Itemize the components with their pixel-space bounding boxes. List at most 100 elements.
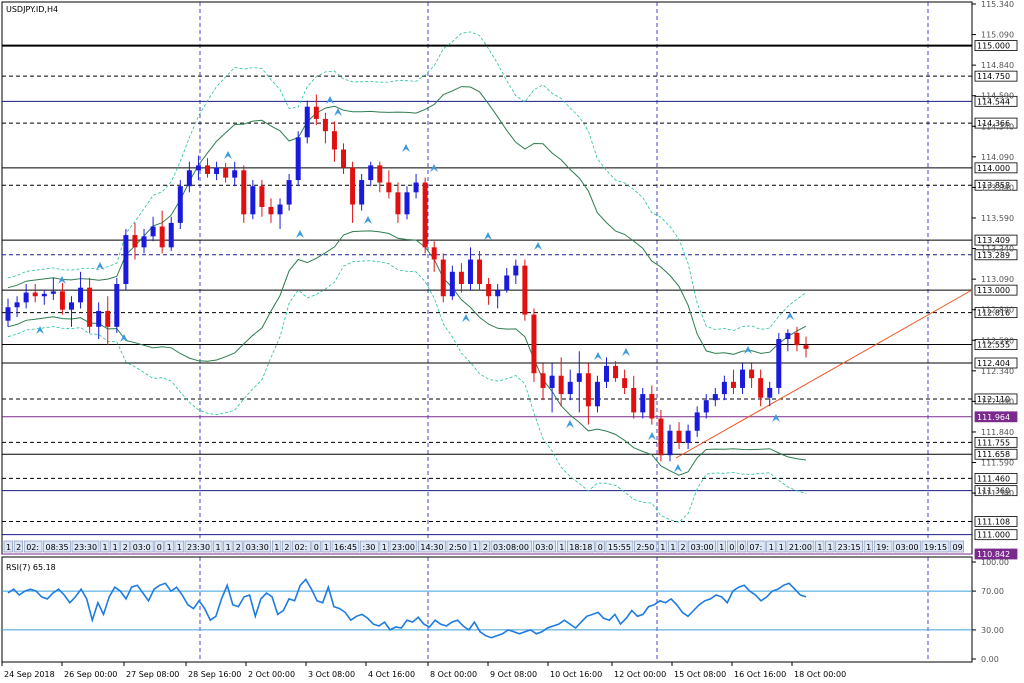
time-strip-cell [71,540,100,553]
candle-body [32,292,38,297]
time-strip-label: 03:0 [535,543,553,552]
candle-body [268,206,274,215]
candle-body [250,186,256,215]
level-tag [974,516,1018,527]
time-strip-label: 1 [660,543,665,552]
time-strip-label: 1 [382,543,387,552]
time-strip-cell [282,540,292,553]
time-strip-cell [120,540,130,553]
level-label: 114.544 [977,97,1010,106]
candle-body [41,293,47,297]
time-strip-label: 1 [769,543,774,552]
time-strip-label: 1 [274,543,279,552]
level-label: 112.816 [977,309,1010,318]
time-label: 3 Oct 08:00 [308,670,355,679]
candle-body [341,149,347,168]
candle-body [186,170,192,187]
fractal-arrow [36,326,44,334]
candle-body [730,381,736,388]
fractal-arrow [484,232,492,240]
candle-body [5,307,11,321]
time-strip-label: 1 [226,543,231,552]
time-label: 16 Oct 16:00 [734,670,786,679]
fractal-arrow [120,334,128,342]
price-tick-label: 112.090 [981,397,1014,406]
fractal-arrow [566,420,574,428]
candle-body [404,192,410,215]
level-tag [974,485,1018,497]
fractal-arrow [296,230,304,238]
time-strip-cell [668,540,678,553]
time-strip-cell [154,540,164,553]
level-tag [974,339,1018,350]
price-tick-label: 114.340 [981,122,1014,131]
level-label: 111.964 [977,413,1010,422]
level-tag [974,411,1018,423]
time-strip-label: 0 [739,543,744,552]
candle-body [277,204,283,215]
candle-body [785,332,791,340]
level-label: 114.000 [977,164,1010,173]
rsi-tick-label: 30.00 [981,626,1004,635]
time-strip-label: 08:35 [46,543,69,552]
time-strip-cell [835,540,863,553]
trend-line [675,289,973,459]
time-strip-label: 03:30 [246,543,269,552]
horizontal-levels [2,44,972,555]
candle-body [631,387,637,413]
candle-body [14,302,20,308]
time-strip-cell [921,540,950,553]
time-strip-label: 09 [953,543,963,552]
candle-body [749,369,755,379]
level-label: 111.000 [977,531,1010,540]
time-strip-cell [13,540,24,553]
time-strip-cell [43,540,71,553]
candle-body [558,375,564,395]
level-label: 114.750 [977,72,1010,81]
time-strip-cell [766,540,776,553]
candle-body [195,165,201,171]
time-strip-cell [233,540,243,553]
time-axis: 24 Sep 2018 26 Sep 00:00 27 Sep 08:00 28 Se… [1,662,846,679]
price-tick-label: 113.090 [981,275,1014,284]
candle-body [59,291,65,310]
time-strip-label: 14:30 [420,543,443,552]
fractal-arrow [622,348,630,356]
time-strip-label: 0 [729,543,734,552]
time-strip-cell [786,540,815,553]
time-strip-label: 1 [779,543,784,552]
time-label: 18 Oct 00:00 [794,670,846,679]
time-strip-cell [470,540,480,553]
outer-lower-band [7,260,807,523]
time-label: 9 Oct 08:00 [490,670,537,679]
candle-body [658,418,664,456]
candle-body [132,235,138,248]
level-tag [974,234,1018,246]
rsi-tick-label: 100.00 [981,558,1009,567]
candle-body [794,332,800,346]
time-strip-cell [688,540,716,553]
candle-body [68,302,74,310]
candle-body [350,167,356,205]
time-strip-label: 02: [295,543,308,552]
time-strip-label: 1 [473,543,478,552]
bollinger-bands [7,31,807,523]
level-tag [974,117,1018,129]
level-label: 115.000 [977,42,1010,51]
candle-body [549,375,555,388]
candle-body [477,259,483,285]
time-strip-cell [490,540,533,553]
candle-body [649,394,655,419]
time-strip-label: 19: [876,543,889,552]
time-strip-cell [321,540,331,553]
time-label: 2 Oct 00:00 [248,670,295,679]
time-strip-label: 03:08:00 [493,543,529,552]
level-tag [974,162,1018,174]
time-strip-label: 23:30 [74,543,97,552]
price-tick-label: 115.340 [981,0,1014,9]
candle-body [504,275,510,291]
time-strip-label: 1 [216,543,221,552]
grid [199,2,929,662]
candle-body [168,222,174,248]
